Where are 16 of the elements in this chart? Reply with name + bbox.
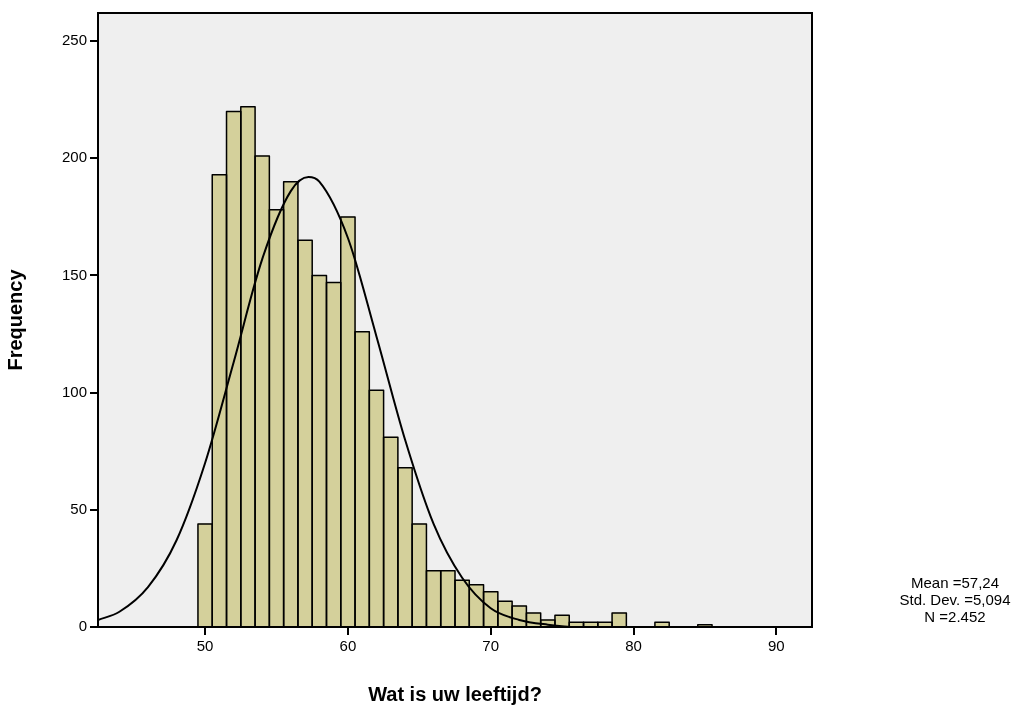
y-tick-label: 100 [61,382,87,400]
text: Std. Dev. =5,094 [898,591,1012,608]
x-tick-label: 70 [482,637,500,655]
x-tick-label: 90 [767,637,785,655]
x-tick-label: 80 [625,637,642,655]
y-tick-label: 250 [61,31,87,49]
y-tick-label: 0 [78,617,87,635]
text: Mean =57,24 [910,574,1000,591]
y-tick-label: 200 [61,148,87,166]
text: N =2.452 [923,608,987,625]
y-tick-label: 50 [70,499,87,517]
x-tick-label: 50 [196,637,214,655]
y-axis-title: Frequency [3,268,26,371]
x-tick-label: 60 [339,637,357,655]
x-axis-title: Wat is uw leeftijd? [368,682,542,705]
y-tick-label: 150 [61,265,87,283]
